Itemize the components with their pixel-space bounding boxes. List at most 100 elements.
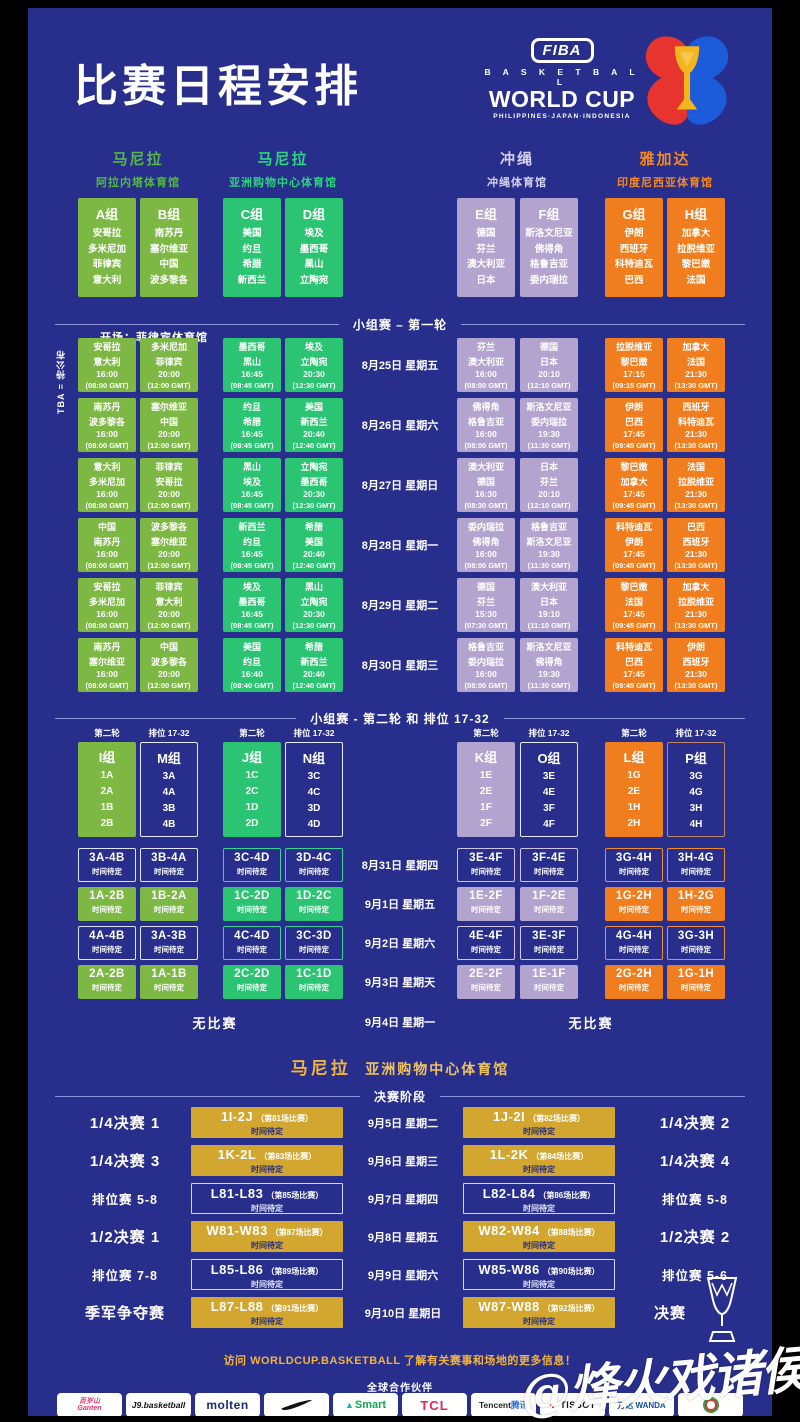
team-b: 佛得角	[535, 657, 563, 667]
local-time: 20:40	[303, 669, 325, 679]
tcl-logo: TCL	[420, 1397, 449, 1413]
match-code: 1L-2K	[489, 1147, 529, 1162]
team-a: 中国	[97, 522, 116, 532]
group-team: 希腊	[242, 259, 262, 270]
match-date: 9月8日 星期五	[367, 1231, 439, 1244]
team-b: 法国	[624, 597, 643, 607]
match-code: 4E-4F	[469, 930, 503, 942]
round1-row: 安哥拉 意大利 16:00 (08:00 GMT) 多米尼加 菲律宾 20:00 (12:00…	[55, 338, 745, 392]
placement-match-cell: 3C-4D 时间待定	[223, 848, 281, 882]
finals-left-label: 1/2决赛 1	[89, 1229, 161, 1246]
finals-match-box: W81-W83 （第87场比赛） 时间待定	[191, 1221, 343, 1252]
time-tbd: 时间待定	[237, 867, 267, 876]
local-time: 21:30	[685, 369, 707, 379]
group-team: 意大利	[92, 274, 122, 286]
round-emblem-icon	[702, 1397, 719, 1413]
finals-row: 排位赛 7-8 L85-L86 （第89场比赛） 时间待定 9月9日 星期六 W85-W8…	[55, 1259, 745, 1290]
local-time: 20:40	[303, 549, 325, 559]
team-b: 塞尔维亚	[150, 537, 187, 547]
finals-row: 1/4决赛 1 1I-2J （第81场比赛） 时间待定 9月5日 星期二 1J-2I （第8…	[55, 1107, 745, 1138]
match-cell: 约旦 希腊 16:45 (08:45 GMT)	[223, 398, 281, 452]
finals-match-box: 1K-2L （第83场比赛） 时间待定	[191, 1145, 343, 1176]
team-b: 多米尼加	[88, 477, 125, 487]
time-tbd: 时间待定	[251, 1127, 283, 1136]
time-tbd: 时间待定	[681, 905, 711, 914]
match-cell: 芬兰 澳大利亚 16:00 (08:00 GMT)	[457, 338, 515, 392]
team-b: 委内瑞拉	[530, 417, 567, 427]
gmt-time: (09:45 GMT)	[612, 681, 656, 690]
time-tbd: 时间待定	[619, 905, 649, 914]
team-a: 立陶宛	[300, 462, 328, 472]
match-code: 1H-2G	[677, 890, 715, 902]
team-b: 塞尔维亚	[88, 657, 125, 667]
local-time: 16:45	[241, 429, 263, 439]
finals-match-box: 1J-2I （第82场比赛） 时间待定	[463, 1107, 615, 1138]
time-tbd: 时间待定	[681, 983, 711, 992]
local-time: 16:00	[475, 549, 497, 559]
local-time: 17:45	[623, 609, 645, 619]
group-team: 中国	[159, 259, 179, 270]
gmt-time: (11:10 GMT)	[527, 621, 571, 630]
match-date: 8月28日 星期一	[361, 540, 439, 552]
placement-match-cell: 2C-2D 时间待定	[223, 965, 281, 999]
match-cell: 科特迪瓦 伊朗 17:45 (09:45 GMT)	[605, 518, 663, 572]
team-b: 希腊	[242, 417, 261, 427]
placement-match-cell: 1D-2C 时间待定	[285, 887, 343, 921]
team-b: 墨西哥	[300, 477, 328, 487]
local-time: 16:00	[96, 669, 118, 679]
match-cell: 加拿大 拉脱维亚 21:30 (13:30 GMT)	[667, 578, 725, 632]
match-code: 3C-4D	[234, 852, 270, 864]
sponsor-tcl: TCL	[402, 1393, 467, 1416]
match-cell: 格鲁吉亚 斯洛文尼亚 19:30 (11:30 GMT)	[520, 518, 578, 572]
group-team: 立陶宛	[299, 274, 329, 286]
team-a: 德国	[476, 582, 495, 592]
placement-match-cell: 2G-2H 时间待定	[605, 965, 663, 999]
match-cell: 美国 新西兰 20:40 (12:40 GMT)	[285, 398, 343, 452]
group-seed: 3D	[307, 803, 321, 814]
ganten-line: 百岁山	[79, 1397, 100, 1405]
match-code: 1C-1D	[296, 968, 332, 980]
gmt-time: (08:45 GMT)	[230, 561, 274, 570]
group-name: L组	[623, 750, 645, 765]
group-box-M组: M组 3A 4A 3B 4B	[140, 742, 198, 837]
match-code: 1A-2B	[89, 890, 125, 902]
finals-right-label: 1/2决赛 2	[659, 1229, 731, 1246]
team-b: 新西兰	[300, 657, 328, 667]
match-code: 4G-4H	[615, 930, 653, 942]
team-b: 菲律宾	[155, 357, 183, 367]
team-a: 南苏丹	[93, 642, 121, 652]
time-tbd: 时间待定	[251, 1165, 283, 1174]
local-time: 16:00	[96, 429, 118, 439]
group-seed: 3B	[162, 803, 176, 814]
group-seed: 4G	[689, 787, 703, 798]
team-a: 意大利	[93, 462, 121, 472]
local-time: 21:30	[685, 549, 707, 559]
game-number: （第83场比赛）	[259, 1152, 317, 1161]
time-tbd: 时间待定	[534, 905, 564, 914]
finals-row: 排位赛 5-8 L81-L83 （第85场比赛） 时间待定 9月7日 星期四 L82-L8…	[55, 1183, 745, 1214]
local-time: 19:30	[538, 669, 560, 679]
local-time: 20:00	[158, 429, 180, 439]
group-team: 美国	[242, 228, 262, 239]
match-date: 9月3日 星期天	[364, 977, 436, 989]
gmt-time: (12:30 GMT)	[292, 621, 336, 630]
placement-match-cell: 1A-2B 时间待定	[78, 887, 136, 921]
venue-city: 冲绳	[499, 151, 534, 168]
group-seed: 2E	[627, 786, 641, 797]
ganten-logo: 百岁山 Ganten	[77, 1398, 101, 1413]
group-team: 伊朗	[624, 228, 644, 239]
ganten-line: Ganten	[77, 1405, 102, 1412]
group-name: G组	[622, 207, 646, 222]
round1-divider: 小组赛 – 第一轮	[55, 316, 745, 333]
finals-box-line: W85-W86 （第90场比赛）	[464, 1263, 614, 1278]
gmt-time: (09:15 GMT)	[612, 381, 656, 390]
team-a: 黎巴嫩	[620, 582, 648, 592]
match-code: 1C-2D	[234, 890, 270, 902]
match-code: L81-L83	[210, 1186, 264, 1201]
match-cell: 斯洛文尼亚 佛得角 19:30 (11:30 GMT)	[520, 638, 578, 692]
team-a: 法国	[686, 462, 705, 472]
time-tbd: 时间待定	[92, 867, 122, 876]
sponsor-molten: molten	[195, 1393, 260, 1416]
time-tbd: 时间待定	[154, 945, 184, 954]
placement-match-cell: 1G-2H 时间待定	[605, 887, 663, 921]
